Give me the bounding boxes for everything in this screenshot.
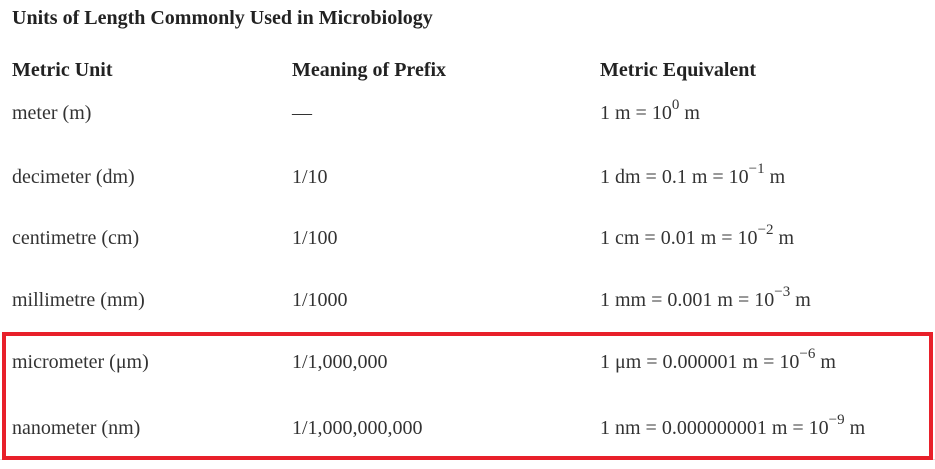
table-cell: 1 dm = 0.1 m = 10−1 m <box>600 162 786 189</box>
unit: m <box>684 102 700 124</box>
table-cell: 1/1,000,000 <box>292 351 388 373</box>
table-cell: nanometer (nm) <box>12 417 141 439</box>
cell-text: 1 μm = 0.000001 m = 10 <box>600 351 800 373</box>
column-header: Metric Equivalent <box>600 59 757 81</box>
highlight-box <box>2 332 933 460</box>
cell-text: 1 dm = 0.1 m = 10 <box>600 166 749 188</box>
unit: m <box>820 351 836 373</box>
table-cell: millimetre (mm) <box>12 289 145 311</box>
cell-text: 1 nm = 0.000000001 m = 10 <box>600 417 829 439</box>
exponent: −6 <box>799 346 816 363</box>
unit: m <box>769 166 786 188</box>
cell-text: 1 cm = 0.01 m = 10 <box>600 227 758 249</box>
table-cell: 1/100 <box>292 227 338 249</box>
table-cell: 1 mm = 0.001 m = 10−3 m <box>600 285 811 312</box>
exponent: 0 <box>671 97 680 114</box>
unit: m <box>795 289 811 311</box>
exponent: −3 <box>774 284 791 301</box>
cell-text: 1 mm = 0.001 m = 10 <box>600 289 775 311</box>
table-title: Units of Length Commonly Used in Microbi… <box>12 7 433 29</box>
table-cell: 1 cm = 0.01 m = 10−2 m <box>600 223 795 250</box>
table-cell: 1 μm = 0.000001 m = 10−6 m <box>600 347 836 374</box>
table-cell: 1 nm = 0.000000001 m = 10−9 m <box>600 413 866 440</box>
unit: m <box>849 417 866 439</box>
table-cell: 1/1,000,000,000 <box>292 417 423 439</box>
table-cell: 1/1000 <box>292 289 348 311</box>
table-cell: decimeter (dm) <box>12 166 135 188</box>
exponent: −9 <box>828 412 845 429</box>
table-cell: centimetre (cm) <box>12 227 140 249</box>
table-cell: 1/10 <box>292 166 328 188</box>
table-cell: 1 m = 100 m <box>600 98 700 125</box>
unit: m <box>778 227 795 249</box>
column-header: Meaning of Prefix <box>292 59 447 81</box>
table-cell: — <box>292 102 312 124</box>
exponent: −2 <box>757 222 774 239</box>
table-cell: micrometer (μm) <box>12 351 149 373</box>
cell-text: 1 m = 10 <box>600 102 672 124</box>
table-cell: meter (m) <box>12 102 92 124</box>
column-header: Metric Unit <box>12 59 113 81</box>
exponent: −1 <box>748 161 765 178</box>
